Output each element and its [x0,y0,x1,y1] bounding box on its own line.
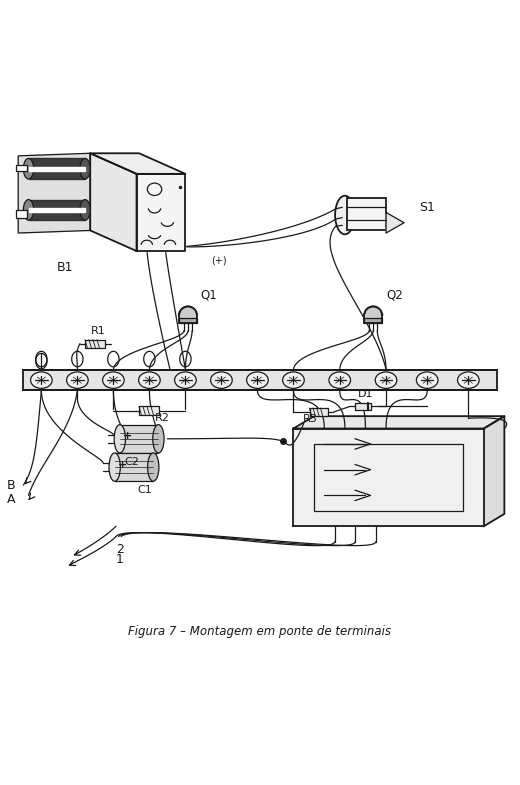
Bar [85,339,106,348]
Bar [364,318,382,323]
Ellipse shape [180,306,196,322]
Ellipse shape [365,306,381,322]
Text: 2: 2 [116,543,124,556]
Ellipse shape [246,372,268,389]
Text: S1: S1 [420,201,435,214]
Text: D1: D1 [358,389,373,399]
Polygon shape [386,213,404,233]
Bar [179,318,197,323]
Bar [16,210,27,217]
Ellipse shape [153,425,164,453]
Bar [23,371,497,390]
Text: Figura 7 – Montagem em ponte de terminais: Figura 7 – Montagem em ponte de terminai… [128,626,392,638]
Text: B: B [7,479,16,491]
Ellipse shape [283,372,304,389]
Ellipse shape [114,425,125,453]
Polygon shape [29,159,85,179]
Text: +: + [123,431,132,441]
Ellipse shape [329,372,350,389]
Polygon shape [90,153,137,251]
Ellipse shape [417,372,438,389]
Ellipse shape [80,159,90,179]
Ellipse shape [80,199,90,220]
Bar [365,314,381,322]
Polygon shape [137,173,186,251]
Ellipse shape [31,372,52,389]
Text: C1: C1 [137,485,152,495]
Ellipse shape [67,372,88,389]
Polygon shape [90,153,186,173]
Text: C2: C2 [124,457,139,467]
Polygon shape [293,429,484,526]
Text: (+): (+) [211,255,227,265]
Ellipse shape [211,372,232,389]
Ellipse shape [148,453,159,481]
Text: R3: R3 [303,414,317,425]
Bar [180,314,196,322]
Ellipse shape [335,195,355,234]
Text: Q2: Q2 [386,288,403,301]
Ellipse shape [175,372,196,389]
Text: Q1: Q1 [201,288,217,301]
Polygon shape [29,199,85,220]
Bar [16,165,27,171]
Ellipse shape [139,372,160,389]
Bar [115,453,153,481]
Bar [355,403,371,410]
Polygon shape [29,166,85,171]
Text: R2: R2 [155,413,170,423]
Bar [139,407,160,414]
Bar [347,198,386,231]
Text: R1: R1 [90,327,106,337]
Bar [310,408,328,416]
Text: +: + [118,459,127,469]
Text: A: A [7,493,16,506]
Ellipse shape [458,372,479,389]
Text: 1: 1 [116,553,124,566]
Text: B1: B1 [56,261,73,274]
Polygon shape [484,416,504,526]
Ellipse shape [109,453,120,481]
Polygon shape [29,208,85,212]
Bar [120,425,159,453]
Polygon shape [293,416,504,429]
Polygon shape [18,153,90,233]
Ellipse shape [23,159,34,179]
Ellipse shape [102,372,124,389]
Ellipse shape [23,199,34,220]
Bar [314,444,463,511]
Ellipse shape [375,372,397,389]
